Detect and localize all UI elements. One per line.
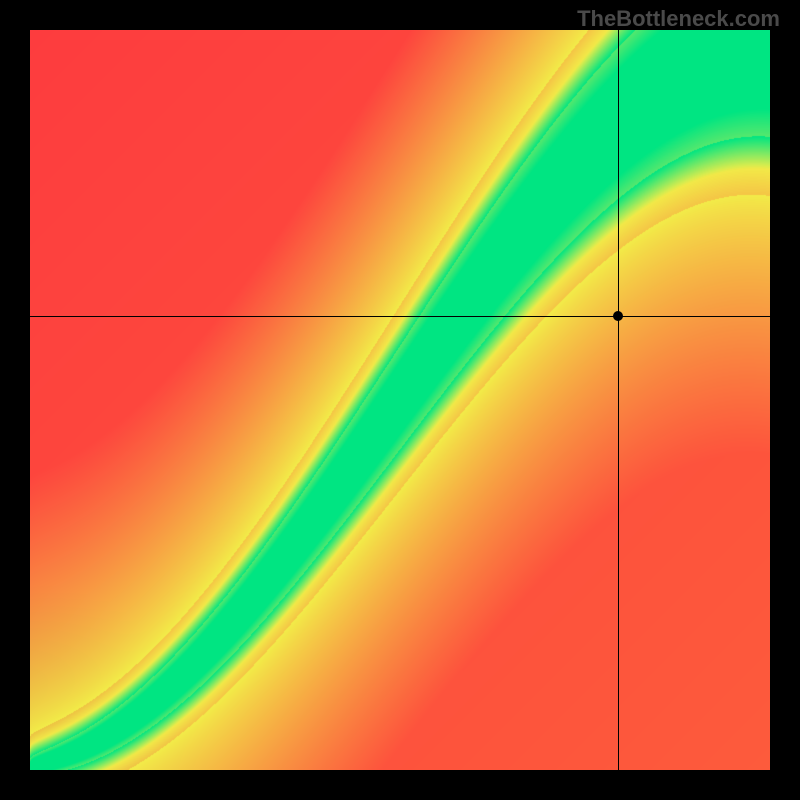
watermark-text: TheBottleneck.com bbox=[577, 6, 780, 32]
bottleneck-heatmap bbox=[30, 30, 770, 770]
crosshair-vertical-line bbox=[618, 30, 619, 770]
crosshair-horizontal-line bbox=[30, 316, 770, 317]
crosshair-marker-dot bbox=[613, 311, 623, 321]
